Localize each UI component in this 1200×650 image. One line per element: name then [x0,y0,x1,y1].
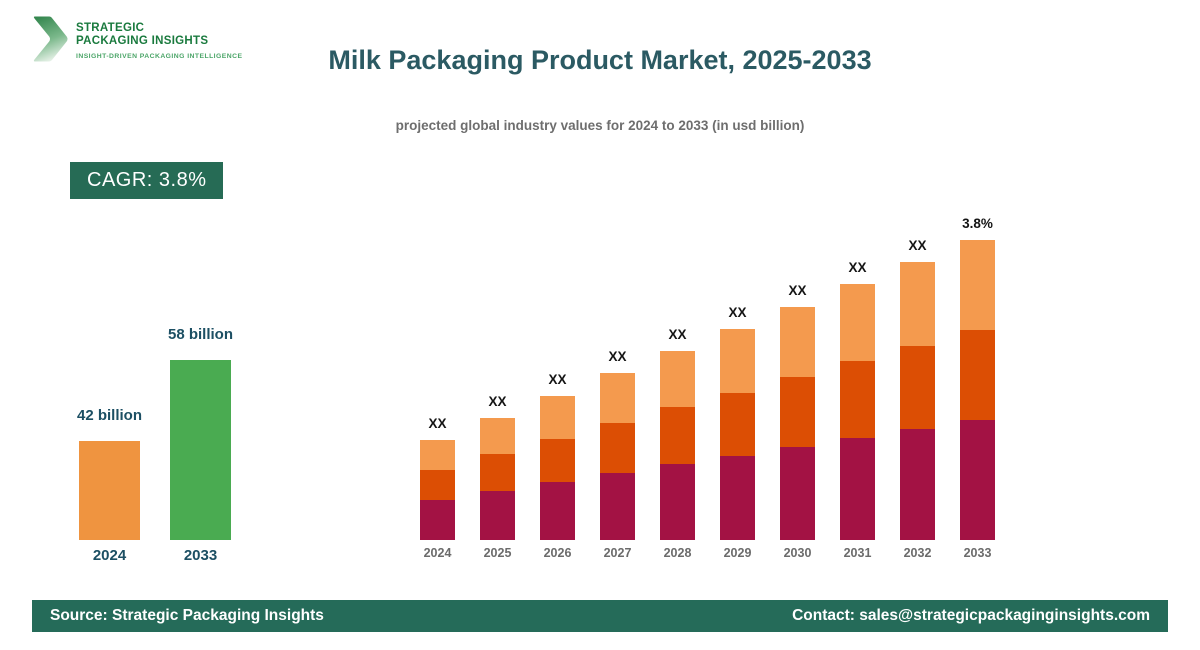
stacked-x-axis-label: 2027 [603,546,632,560]
stacked-segment-top-segment [600,373,635,423]
chevron-arrow-icon [33,16,68,62]
mini-x-axis-label: 2033 [183,547,218,564]
logo-name-line2: PACKAGING INSIGHTS [76,35,209,48]
stacked-x-axis-label: 2032 [903,546,932,560]
logo-text-block: STRATEGIC PACKAGING INSIGHTS INSIGHT-DRI… [76,14,242,60]
stacked-bar-top-label: XX [488,394,507,409]
stacked-segment-bottom-segment [780,447,815,540]
stacked-x-axis-label: 2033 [963,546,992,560]
stacked-segment-middle-segment [780,377,815,447]
stacked-segment-bottom-segment [900,429,935,540]
stacked-segment-middle-segment [840,361,875,438]
mini-bar-2024 [79,441,140,540]
cagr-badge: CAGR: 3.8% [70,162,224,199]
stacked-segment-middle-segment [720,393,755,456]
stacked-bar-top-label: XX [608,349,627,364]
footer-contact: Contact: sales@strategicpackaginginsight… [792,607,1150,624]
page-subtitle: projected global industry values for 202… [395,118,805,133]
stacked-segment-bottom-segment [480,491,515,540]
company-logo: STRATEGIC PACKAGING INSIGHTS INSIGHT-DRI… [30,14,242,64]
mini-bar-value-label: 42 billion [76,407,142,424]
stacked-segment-bottom-segment [600,473,635,540]
logo-tagline: INSIGHT-DRIVEN PACKAGING INTELLIGENCE [76,53,243,61]
stacked-segment-top-segment [900,262,935,346]
stacked-bar-top-label: XX [908,238,927,253]
stacked-segment-top-segment [420,440,455,470]
stacked-bar-top-label: XX [668,327,687,342]
stacked-x-axis-label: 2030 [783,546,812,560]
stacked-segment-top-segment [840,284,875,361]
stacked-segment-bottom-segment [540,482,575,540]
mini-x-axis-label: 2024 [92,547,127,564]
stacked-bar-top-label: XX [788,283,807,298]
stacked-segment-top-segment [780,307,815,377]
stacked-segment-bottom-segment [660,464,695,540]
stacked-segment-top-segment [540,396,575,439]
stacked-x-axis-label: 2026 [543,546,572,560]
stacked-chart: XX 2024 XX 2025 XX 2026 XX 2027 XX 2028 XX 2029 XX 20… [420,200,1020,570]
stacked-segment-bottom-segment [960,420,995,540]
stacked-bar-top-label: XX [848,260,867,275]
footer-source: Source: Strategic Packaging Insights [50,607,324,624]
stacked-bar-top-label: XX [428,416,447,431]
mini-bar-value-label: 58 billion [167,326,233,343]
stacked-x-axis-label: 2025 [483,546,512,560]
stacked-segment-middle-segment [480,454,515,491]
page-title: Milk Packaging Product Market, 2025-2033 [328,45,872,75]
stacked-segment-bottom-segment [840,438,875,540]
stacked-bar-top-label: XX [548,372,567,387]
stacked-x-axis-label: 2031 [843,546,872,560]
stacked-segment-bottom-segment [720,456,755,540]
stacked-x-axis-label: 2028 [663,546,692,560]
stacked-segment-middle-segment [960,330,995,420]
mini-bar-2033 [170,360,231,540]
stacked-segment-top-segment [720,329,755,393]
stacked-segment-top-segment [960,240,995,330]
stacked-bar-top-label: XX [728,305,747,320]
stacked-segment-top-segment [480,418,515,454]
stacked-x-axis-label: 2029 [723,546,752,560]
stacked-segment-middle-segment [420,470,455,500]
stacked-bar-top-label: 3.8% [962,216,993,231]
stacked-segment-middle-segment [900,346,935,429]
mini-chart: 42 billion 2024 58 billion 2033 [60,320,290,570]
stacked-segment-middle-segment [540,439,575,482]
stacked-segment-top-segment [660,351,695,407]
stacked-x-axis-label: 2024 [423,546,452,560]
stacked-segment-bottom-segment [420,500,455,540]
logo-name-line1: STRATEGIC [76,22,145,34]
stacked-segment-middle-segment [660,407,695,464]
footer-bar: Source: Strategic Packaging Insights Con… [32,600,1168,632]
stacked-segment-middle-segment [600,423,635,473]
